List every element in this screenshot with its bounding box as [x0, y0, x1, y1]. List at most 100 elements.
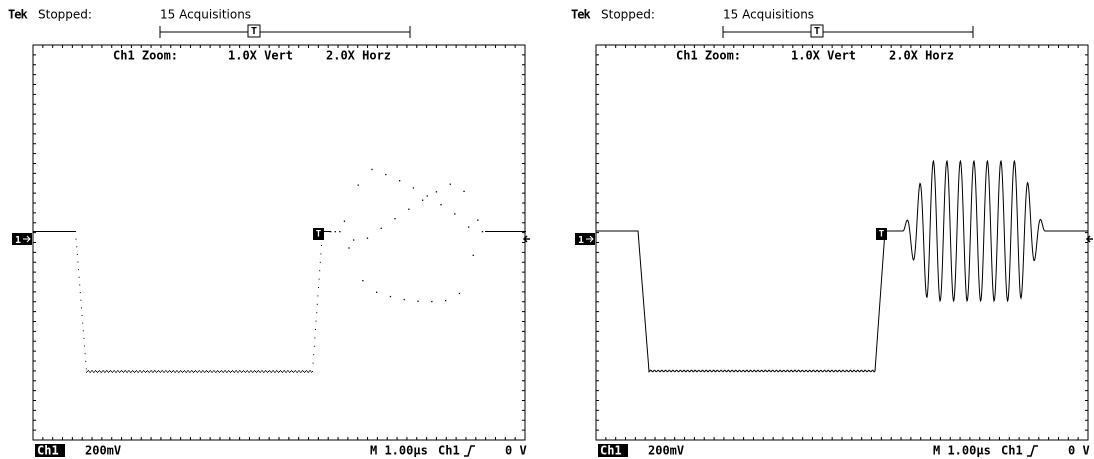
trace-dot	[97, 372, 98, 373]
trace-dot	[105, 371, 106, 372]
trace-dot	[318, 287, 319, 288]
trace-dot	[152, 372, 153, 373]
trace-dot	[202, 370, 203, 371]
trace-dot	[512, 231, 513, 232]
trace-dot	[44, 231, 45, 232]
scale: 200mV	[648, 444, 684, 458]
zoom-vert: 1.0X Vert	[791, 49, 856, 63]
trace-dot	[255, 371, 256, 372]
trace-dot	[306, 370, 307, 371]
trace-dot	[267, 372, 268, 373]
trace-dot	[292, 371, 293, 372]
trace-dot	[80, 300, 81, 301]
trace-dot	[244, 371, 245, 372]
trace-dot	[492, 231, 493, 232]
trace-dot	[521, 231, 522, 232]
trace-dot	[135, 371, 136, 372]
trace-dot	[88, 370, 89, 371]
trace-dot	[291, 370, 292, 371]
trace-dot	[205, 371, 206, 372]
trace-dot	[513, 231, 514, 232]
trigger-marker: T	[251, 26, 257, 37]
trace-dot	[170, 371, 171, 372]
trace-dot	[228, 370, 229, 371]
trace-dot	[66, 231, 67, 232]
trace-dot	[315, 329, 316, 330]
zoom-label: Ch1 Zoom:	[676, 49, 741, 63]
trace-dot	[162, 370, 163, 371]
trace-dot	[102, 371, 103, 372]
trace-dot	[362, 280, 363, 281]
trace-dot	[300, 372, 301, 373]
trace-dot	[329, 231, 330, 232]
trace-dot	[81, 307, 82, 308]
trace-dot	[468, 226, 469, 227]
trace-dot	[154, 370, 155, 371]
trace-dot	[35, 231, 36, 232]
trace-dot	[515, 231, 516, 232]
trace-dot	[204, 372, 205, 373]
trace-dot	[83, 338, 84, 339]
trace-dot	[85, 361, 86, 362]
trace-dot	[65, 231, 66, 232]
trace-dot	[299, 371, 300, 372]
trace-dot	[113, 371, 114, 372]
trigger-level: 0 V	[1068, 444, 1090, 458]
trace-dot	[121, 370, 122, 371]
trace-dot	[285, 372, 286, 373]
trace-dot	[261, 370, 262, 371]
trace-dot	[317, 295, 318, 296]
trace-dot	[209, 371, 210, 372]
trace-dot	[86, 368, 87, 369]
trace-dot	[280, 370, 281, 371]
trace-dot	[58, 231, 59, 232]
trace-dot	[51, 231, 52, 232]
trace-dot	[275, 371, 276, 372]
acquisitions: 15 Acquisitions	[160, 8, 251, 22]
trace-dot	[270, 371, 271, 372]
trace-dot	[119, 372, 120, 373]
trace-dot	[509, 231, 510, 232]
trace-dot	[60, 231, 61, 232]
trace-dot	[160, 372, 161, 373]
trace-dot	[45, 231, 46, 232]
trace-dot	[129, 371, 130, 372]
trace-dot	[314, 337, 315, 338]
trace-dot	[83, 330, 84, 331]
trace-dot	[50, 231, 51, 232]
trace-dot	[159, 371, 160, 372]
trace-dot	[445, 300, 446, 301]
trace-dot	[206, 370, 207, 371]
trace-dot	[339, 231, 340, 232]
trace-dot	[233, 371, 234, 372]
trace-dot	[112, 372, 113, 373]
trace-dot	[79, 277, 80, 278]
trace-dot	[137, 371, 138, 372]
trace-dot	[196, 371, 197, 372]
trace-dot	[323, 231, 324, 232]
trace-dot	[130, 372, 131, 373]
trace-dot	[190, 371, 191, 372]
trace-dot	[235, 371, 236, 372]
trace-dot	[524, 231, 525, 232]
trace-dot	[276, 370, 277, 371]
trace-dot	[220, 371, 221, 372]
trace-dot	[178, 372, 179, 373]
trace-dot	[111, 371, 112, 372]
trace-dot	[514, 231, 515, 232]
trace-dot	[99, 370, 100, 371]
trace-dot	[133, 371, 134, 372]
trace-dot	[164, 372, 165, 373]
trace-dot	[116, 372, 117, 373]
trace-dot	[73, 231, 74, 232]
trace-dot	[496, 231, 497, 232]
trace-dot	[64, 231, 65, 232]
trace-dot	[271, 372, 272, 373]
trace-dot	[237, 372, 238, 373]
trace-dot	[252, 372, 253, 373]
trace-dot	[208, 372, 209, 373]
trace-dot	[262, 370, 263, 371]
trace-dot	[132, 370, 133, 371]
trace-dot	[313, 363, 314, 364]
trace-dot	[175, 372, 176, 373]
